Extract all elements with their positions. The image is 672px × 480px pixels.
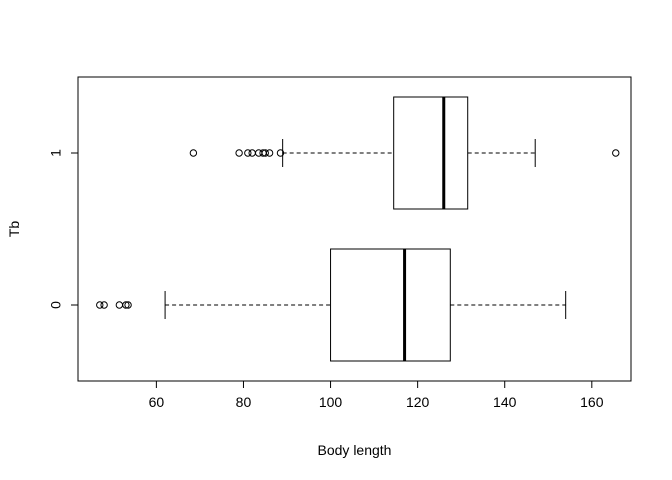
group-1-outlier-point (248, 149, 256, 157)
group-1-iqr-box (393, 96, 469, 210)
x-axis: 60 80 100 120 140 160 (149, 380, 604, 410)
group-1-box (189, 96, 620, 210)
x-tick-label: 100 (319, 394, 343, 410)
x-tick-label: 140 (493, 394, 517, 410)
x-tick-label: 160 (580, 394, 604, 410)
group-1-outlier-point (261, 149, 269, 157)
group-1-outlier-point (235, 149, 243, 157)
group-0-outlier-point (115, 301, 124, 309)
group-1-outlier-point (276, 149, 285, 157)
group-1-outlier-point (244, 149, 252, 157)
group-0-box (96, 248, 567, 362)
group-0-outlier-point (96, 301, 104, 309)
box-marks (96, 96, 620, 362)
group-1-outlier-point (612, 149, 620, 157)
x-tick-label: 120 (406, 394, 430, 410)
x-tick-label: 80 (236, 394, 252, 410)
group-0-outlier-point (124, 301, 132, 309)
y-tick-label: 0 (48, 301, 64, 309)
group-0-iqr-box (330, 248, 451, 362)
group-0-outlier-point (100, 301, 108, 309)
x-tick-label: 60 (149, 394, 165, 410)
y-axis-label: Tb (6, 221, 22, 238)
y-axis: 01 (48, 149, 79, 309)
y-tick-label: 1 (48, 149, 64, 157)
group-0-outlier-point (122, 301, 130, 309)
x-axis-label: Body length (318, 442, 392, 458)
group-1-outlier-point (265, 149, 274, 157)
group-1-outlier-point (189, 149, 198, 157)
